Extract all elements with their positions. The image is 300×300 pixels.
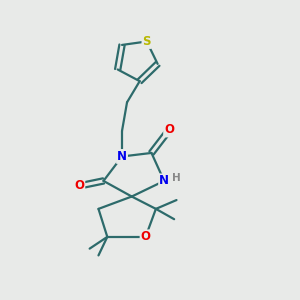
Text: O: O [74,179,84,192]
Text: S: S [142,35,151,48]
Text: O: O [141,230,151,243]
Text: O: O [164,124,174,136]
Text: N: N [159,174,169,188]
Text: H: H [172,173,181,183]
Text: N: N [117,150,127,163]
